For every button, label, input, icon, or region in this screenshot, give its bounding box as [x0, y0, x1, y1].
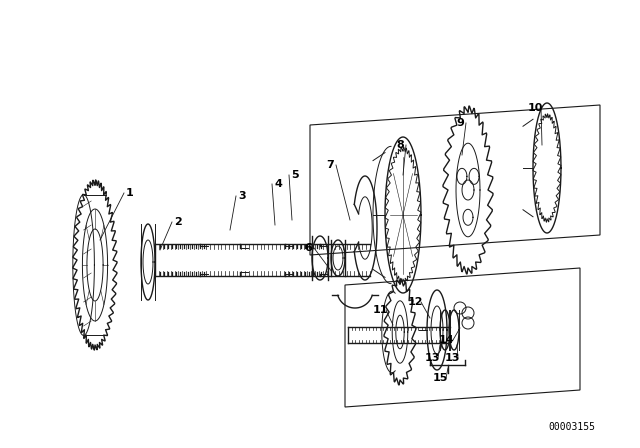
- Text: 10: 10: [527, 103, 543, 113]
- Text: 11: 11: [372, 305, 388, 315]
- Text: 9: 9: [456, 118, 464, 128]
- Text: 4: 4: [274, 179, 282, 189]
- Text: 5: 5: [291, 170, 299, 180]
- Text: 7: 7: [326, 160, 334, 170]
- Text: 6: 6: [304, 243, 312, 253]
- Text: 12: 12: [407, 297, 423, 307]
- Text: 13: 13: [444, 353, 460, 363]
- Text: 1: 1: [126, 188, 134, 198]
- Text: 8: 8: [396, 140, 404, 150]
- Text: 00003155: 00003155: [548, 422, 595, 432]
- Text: 3: 3: [238, 191, 246, 201]
- Text: 15: 15: [432, 373, 448, 383]
- Text: 2: 2: [174, 217, 182, 227]
- Text: 13: 13: [424, 353, 440, 363]
- Text: 14: 14: [439, 335, 455, 345]
